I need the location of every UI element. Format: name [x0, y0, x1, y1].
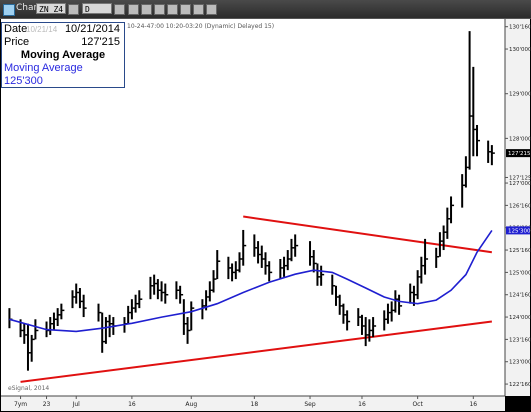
time-axis-labels: 7ym 23 Jul 16 Aug 18 Sep 16 Oct 16: [14, 396, 477, 408]
info-ma-value: Moving Average 125'300: [4, 62, 83, 87]
price-highlight-box: [506, 149, 530, 158]
info-date-value: 10/21/2014: [64, 23, 120, 35]
price-axis-label: 128'000: [509, 136, 531, 142]
toolbar-tool-icon[interactable]: [167, 4, 178, 15]
price-axis-label: 130'000: [509, 47, 531, 53]
price-axis-label: 125'160: [509, 248, 531, 254]
time-axis-label: 23: [43, 401, 51, 408]
toolbar-tool-icon[interactable]: [193, 4, 204, 15]
price-highlight-box: [506, 226, 530, 235]
price-bars: [8, 31, 495, 371]
time-axis-label: Sep: [304, 401, 316, 408]
info-ma-header: Moving Average: [20, 49, 106, 61]
chart-subtitle: 10-24-47:00 10:20-03:20 (Dynamic) Delaye…: [127, 23, 275, 30]
time-axis-label: 18: [251, 401, 259, 408]
interval-dropdown-icon[interactable]: [114, 4, 125, 15]
price-axis-label: 122'160: [509, 382, 531, 388]
price-highlight-label: 127'215: [508, 151, 531, 157]
info-price-value: 127'215: [81, 36, 120, 48]
price-axis-label: 123'000: [509, 360, 531, 366]
time-axis-label: 16: [128, 401, 136, 408]
price-axis-label: 123'160: [509, 337, 531, 343]
time-axis-label: 16: [358, 401, 366, 408]
info-price-label: Price: [4, 36, 30, 48]
chart-credit: eSignal, 2014: [8, 385, 50, 392]
time-axis-label: Aug: [185, 401, 197, 408]
time-axis-panel: [1, 396, 505, 411]
moving-average-path: [9, 229, 493, 333]
chart-window-icon: [3, 4, 15, 16]
info-price-row: Price 127'215: [2, 36, 124, 49]
time-axis-label: Jul: [72, 401, 81, 408]
symbol-dropdown-icon[interactable]: [68, 4, 79, 15]
interval-input[interactable]: D: [82, 3, 112, 14]
price-axis-label: 126'160: [509, 203, 531, 209]
price-axis-label: 129'000: [509, 92, 531, 98]
price-axis-label: 125'000: [509, 270, 531, 276]
moving-average-line: [9, 229, 493, 333]
symbol-input[interactable]: ZN Z4: [36, 3, 66, 14]
toolbar-tool-icon[interactable]: [154, 4, 165, 15]
price-axis-label: 130'160: [509, 25, 531, 31]
price-axis-label: 124'000: [509, 315, 531, 321]
window-title: Chart: [16, 3, 41, 13]
time-axis-label: 7ym: [14, 401, 27, 408]
chart-toolbar: Chart ZN Z4 D: [0, 0, 531, 19]
info-date-faint: 10/21/14: [26, 25, 58, 34]
time-axis-label: Oct: [412, 401, 423, 408]
toolbar-tool-icon[interactable]: [141, 4, 152, 15]
info-date-label: Date: [4, 23, 28, 35]
price-axis-label: 127'000: [509, 181, 531, 187]
time-axis-label: 16: [469, 401, 477, 408]
cursor-info-box: Date 10/21/14 10/21/2014 Price 127'215 M…: [1, 22, 125, 88]
info-date-row: Date 10/21/14 10/21/2014: [2, 23, 124, 36]
toolbar-tool-icon[interactable]: [206, 4, 217, 15]
price-axis-label: 124'160: [509, 293, 531, 299]
trendlines: [20, 215, 493, 383]
price-axis-panel: [505, 19, 530, 396]
trendline: [243, 215, 493, 254]
price-axis-label: 127'125: [509, 175, 531, 181]
toolbar-tool-icon[interactable]: [180, 4, 191, 15]
price-axis-labels: 130'160 130'000 129'000 128'000 127'125127'0…: [505, 25, 531, 388]
price-highlight-label: 125'300: [508, 228, 531, 234]
toolbar-tool-icon[interactable]: [128, 4, 139, 15]
trendline: [20, 320, 492, 383]
